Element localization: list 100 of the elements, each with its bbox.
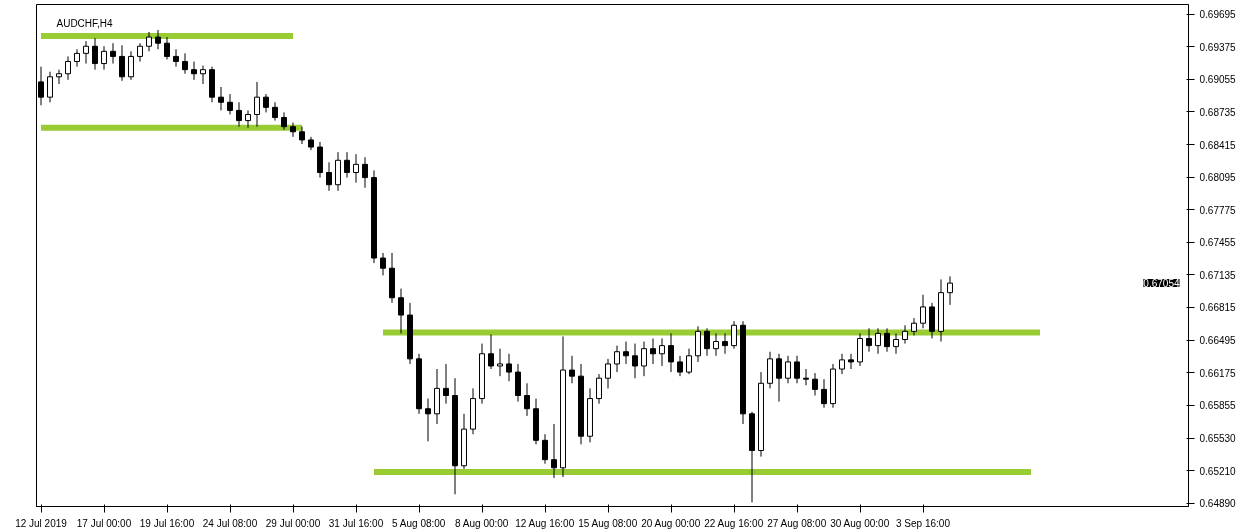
candlestick	[803, 368, 809, 386]
x-tick-label: 22 Aug 16:00	[704, 517, 764, 529]
candlestick	[839, 353, 845, 375]
x-tick-label: 31 Jul 16:00	[328, 517, 384, 529]
candlestick	[191, 61, 197, 81]
candlestick	[515, 363, 521, 403]
candlestick	[884, 327, 890, 353]
y-tick-label: 0.64890	[1199, 498, 1237, 510]
candlestick	[857, 332, 863, 367]
candlestick	[281, 111, 287, 131]
candlestick	[47, 71, 53, 103]
x-tick-label: 24 Jul 08:00	[202, 517, 258, 529]
annotation: 0.67054	[1143, 278, 1180, 290]
candlestick	[668, 332, 674, 373]
candlestick	[866, 327, 872, 353]
candlestick	[380, 252, 386, 276]
x-tick-label: 29 Jul 00:00	[265, 517, 321, 529]
y-tick-label: 0.69375	[1199, 41, 1237, 53]
y-tick-label: 0.68735	[1199, 106, 1237, 118]
candlestick	[425, 398, 431, 442]
candlestick	[236, 101, 242, 128]
candlestick	[722, 332, 728, 355]
candlestick	[623, 341, 629, 365]
candlestick	[794, 355, 800, 384]
candlestick	[911, 317, 917, 336]
y-tick-label: 0.68095	[1199, 172, 1237, 184]
candlestick	[902, 324, 908, 345]
candlestick	[821, 378, 827, 409]
y-tick-label: 0.69055	[1199, 74, 1237, 86]
candlestick	[398, 288, 404, 334]
candlestick	[659, 337, 665, 367]
candlestick	[812, 372, 818, 397]
candlestick	[731, 320, 737, 350]
candlestick	[524, 382, 530, 417]
candlestick	[218, 86, 224, 111]
candlestick	[677, 355, 683, 377]
x-tick-label: 20 Aug 00:00	[641, 517, 701, 529]
candlestick	[137, 42, 143, 63]
candlestick	[101, 45, 107, 71]
candlestick	[344, 151, 350, 179]
candlestick	[776, 353, 782, 403]
candlestick	[74, 48, 80, 68]
x-tick-label: 19 Jul 16:00	[139, 517, 195, 529]
y-tick-label: 0.69695	[1199, 9, 1237, 21]
y-tick-label: 0.67775	[1199, 204, 1237, 216]
candlestick	[326, 161, 332, 192]
x-tick-label: 12 Aug 16:00	[515, 517, 575, 529]
x-tick-label: 3 Sep 16:00	[896, 517, 951, 529]
candlestick	[569, 355, 575, 384]
candlestick	[272, 101, 278, 122]
candlestick	[785, 355, 791, 384]
candlestick	[353, 153, 359, 184]
candlestick	[65, 55, 71, 81]
candlestick	[947, 275, 953, 306]
candlestick	[614, 345, 620, 373]
candlestick	[245, 109, 251, 129]
x-tick-label: 5 Aug 08:00	[392, 517, 446, 529]
y-tick-label: 0.65855	[1199, 400, 1237, 412]
x-tick-label: 30 Aug 00:00	[830, 517, 890, 529]
candlestick	[713, 332, 719, 357]
candlestick	[443, 363, 449, 405]
candlestick	[632, 343, 638, 379]
candlestick	[227, 93, 233, 115]
candlestick	[263, 93, 269, 113]
candlestick	[848, 353, 854, 370]
candlestick	[200, 65, 206, 85]
candlestick	[110, 42, 116, 65]
candlestick	[146, 31, 152, 52]
candlestick	[920, 294, 926, 329]
y-tick-label: 0.67455	[1199, 237, 1237, 249]
y-tick-label: 0.66495	[1199, 335, 1237, 347]
candlestick	[155, 29, 161, 50]
candlestick	[641, 341, 647, 377]
candlestick	[686, 348, 692, 375]
candlestick	[173, 48, 179, 68]
candlestick	[254, 81, 260, 128]
y-tick-label: 0.66175	[1199, 367, 1237, 379]
x-tick-label: 8 Aug 00:00	[455, 517, 509, 529]
candlestick	[596, 373, 602, 405]
candlestick	[56, 69, 62, 85]
candlestick	[605, 358, 611, 389]
candlestick	[290, 122, 296, 138]
candlestick	[83, 40, 89, 65]
y-tick-label: 0.67135	[1199, 269, 1237, 281]
candlestick	[893, 332, 899, 355]
y-tick-label: 0.66815	[1199, 302, 1237, 314]
x-tick-label: 15 Aug 08:00	[578, 517, 638, 529]
candlestick	[128, 50, 134, 81]
y-tick-label: 0.65530	[1199, 433, 1237, 445]
x-tick-label: 12 Jul 2019	[15, 517, 68, 529]
candlestick	[506, 353, 512, 382]
candlestick	[542, 433, 548, 465]
candlestick	[182, 52, 188, 75]
candlestick	[119, 44, 125, 82]
text: AUDCHF,H4	[56, 17, 114, 29]
y-tick-label: 0.68415	[1199, 139, 1237, 151]
candlestick	[488, 333, 494, 370]
candlestick	[362, 156, 368, 189]
x-tick-label: 17 Jul 00:00	[76, 517, 132, 529]
candlestick	[704, 327, 710, 357]
